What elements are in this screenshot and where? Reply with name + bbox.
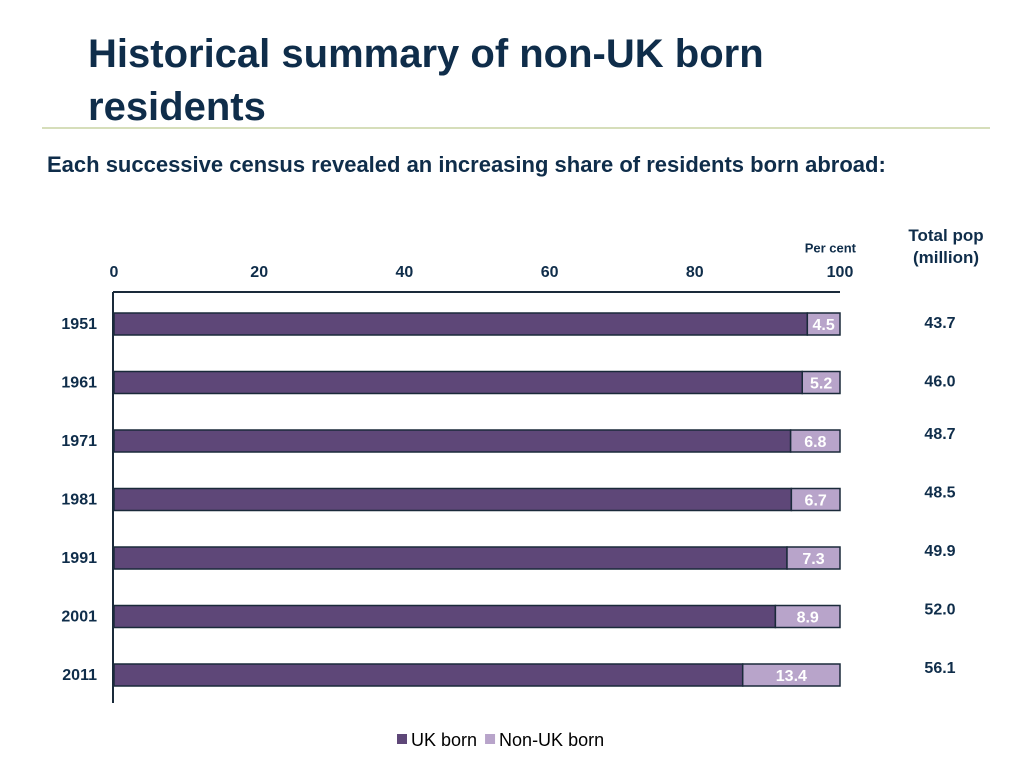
x-tick-label: 0 (110, 264, 119, 281)
bar-segment (113, 604, 777, 629)
bar-segment (774, 604, 841, 629)
bar-segment (113, 429, 792, 453)
x-tick-label: 40 (396, 264, 414, 281)
legend-label: UK born (411, 730, 477, 750)
total-pop: 46.0 (924, 374, 955, 391)
y-tick-label: 1981 (61, 492, 97, 509)
y-tick-label: 2001 (61, 609, 97, 626)
column-header: Total pop (million) (908, 226, 984, 267)
bar-segment (113, 312, 809, 336)
data-label: 6.8 (804, 434, 826, 451)
y-tick-label: 2011 (62, 667, 97, 684)
data-label: 7.3 (802, 551, 824, 568)
bar-segment (789, 429, 841, 453)
bar-segment (806, 312, 841, 336)
legend-swatch (485, 734, 496, 744)
y-tick-label: 1961 (61, 375, 97, 392)
slide-title: Historical summary of non-UK born reside… (88, 32, 764, 129)
subtitle: Each successive census revealed an incre… (47, 152, 886, 177)
bar-segment (113, 663, 744, 687)
y-tick-label: 1971 (61, 433, 97, 450)
total-pop: 48.7 (924, 426, 955, 443)
x-tick-label: 20 (250, 264, 268, 281)
total-pop: 52.0 (924, 602, 955, 619)
legend-label: Non-UK born (499, 730, 604, 750)
total-pop: 56.1 (924, 660, 955, 677)
x-tick-label: 60 (541, 264, 559, 281)
legend-swatch (397, 734, 407, 744)
total-pop: 43.7 (924, 315, 955, 332)
bar-segment (741, 663, 841, 687)
unit-label: Per cent (805, 240, 857, 255)
x-tick-label: 80 (686, 264, 704, 281)
y-tick-label: 1951 (61, 316, 97, 333)
bar-segment (113, 487, 793, 512)
data-label: 13.4 (776, 668, 807, 685)
bar-segment (786, 546, 841, 570)
data-label: 6.7 (805, 493, 827, 510)
bar-segment (113, 370, 803, 395)
bar-segment (790, 487, 841, 512)
data-label: 8.9 (797, 610, 819, 627)
bar-segment (113, 546, 788, 570)
x-tick-label: 100 (827, 264, 854, 281)
data-label: 5.2 (810, 376, 832, 393)
total-pop: 49.9 (924, 543, 955, 560)
y-tick-label: 1991 (61, 550, 97, 567)
data-label: 4.5 (813, 317, 835, 334)
total-pop: 48.5 (924, 485, 955, 502)
bar-segment (801, 370, 841, 395)
